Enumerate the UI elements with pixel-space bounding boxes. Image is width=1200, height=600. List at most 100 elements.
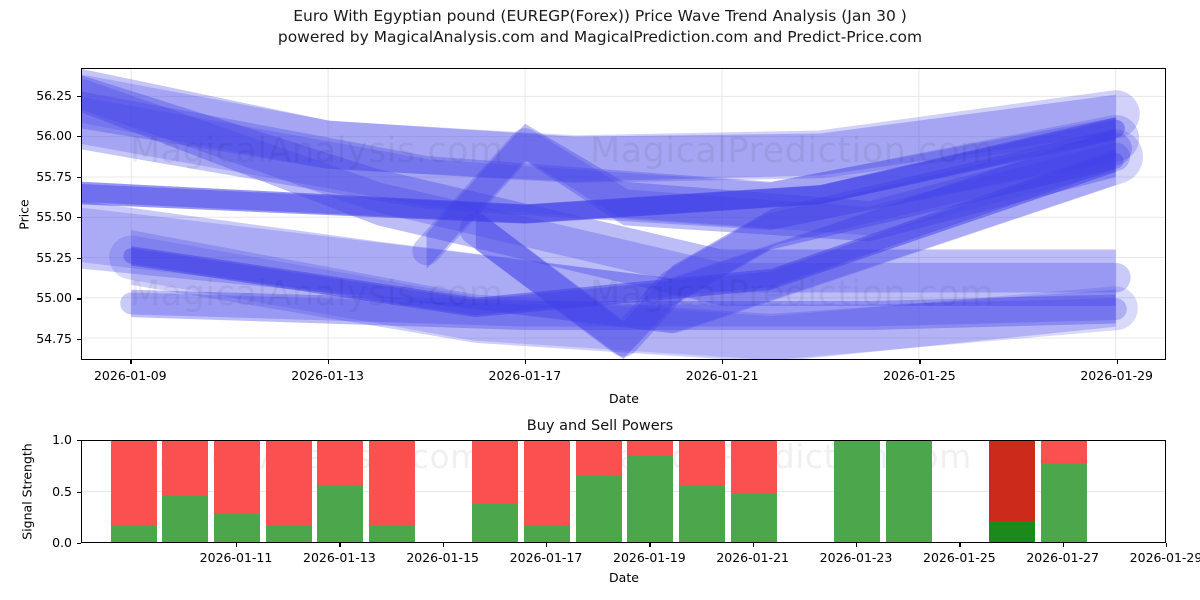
power-bar[interactable] [369, 441, 415, 542]
price-y-tick-label: 55.00 [36, 290, 72, 306]
price-wave-svg [82, 69, 1165, 359]
power-x-tick-label: 2026-01-25 [923, 550, 996, 565]
sell-power-segment [265, 441, 312, 525]
power-bar[interactable] [885, 441, 932, 542]
price-y-tick-mark [77, 136, 81, 138]
power-bar[interactable] [834, 441, 880, 542]
power-bar[interactable] [317, 441, 364, 542]
buy-power-segment [265, 524, 312, 542]
buy-power-segment [317, 486, 364, 542]
price-y-tick-mark [77, 338, 81, 341]
sell-power-segment [524, 441, 570, 526]
power-bar[interactable] [989, 441, 1035, 542]
power-bar[interactable] [679, 441, 725, 542]
power-x-tick-mark [1062, 543, 1064, 547]
price-x-tick-mark [524, 360, 527, 364]
power-bar[interactable] [214, 441, 260, 542]
price-y-tick-label: 56.00 [36, 128, 72, 144]
sell-power-segment [989, 441, 1035, 521]
power-y-tick-mark [77, 543, 81, 545]
price-gridlines [82, 69, 1165, 359]
price-x-tick-label: 2026-01-25 [883, 368, 956, 383]
buy-power-segment [1040, 463, 1087, 542]
buy-power-segment [575, 475, 622, 542]
buy-power-segment [885, 441, 932, 542]
price-x-tick-mark [1116, 360, 1118, 364]
price-x-axis-label: Date [609, 391, 639, 406]
power-y-tick-mark [77, 491, 81, 493]
wave-band [82, 117, 1116, 224]
watermark-prediction-2: MagicalPrediction.com [590, 274, 995, 314]
power-x-tick-mark [339, 543, 341, 547]
power-y-tick-label: 0.0 [52, 535, 72, 550]
sell-power-segment [317, 441, 364, 487]
price-y-tick-label: 54.75 [36, 330, 72, 346]
power-x-tick-label: 2026-01-17 [509, 550, 583, 565]
power-x-tick-mark [546, 543, 548, 547]
page-title: Euro With Egyptian pound (EUREGP(Forex))… [0, 6, 1200, 48]
buy-power-segment [110, 525, 157, 542]
price-y-tick-label: 56.25 [36, 87, 72, 103]
wave-centerline [82, 74, 1140, 184]
buy-power-segment [834, 441, 880, 542]
wave-centerline [120, 292, 1127, 327]
price-y-tick-label: 55.50 [36, 209, 72, 225]
buy-power-segment [369, 524, 415, 542]
wave-band [82, 75, 1116, 306]
power-x-tick-label: 2026-01-19 [613, 550, 686, 565]
buy-power-segment [162, 495, 209, 542]
sell-power-segment [214, 441, 260, 514]
power-bar[interactable] [162, 441, 209, 542]
power-bar[interactable] [110, 441, 157, 542]
watermark-analysis-1: MagicalAnalysis.com [130, 131, 504, 171]
sell-power-segment [369, 441, 415, 525]
sell-power-segment [627, 441, 674, 457]
power-chart-title: Buy and Sell Powers [526, 418, 674, 434]
price-y-tick-label: 55.75 [36, 168, 72, 184]
power-bar[interactable] [730, 441, 777, 542]
power-bar[interactable] [524, 441, 570, 542]
price-x-tick-label: 2026-01-13 [291, 368, 364, 383]
price-x-tick-mark [919, 360, 921, 364]
wave-band [82, 69, 1116, 182]
power-x-tick-mark [1166, 543, 1168, 547]
price-x-tick-mark [327, 360, 329, 364]
watermark-analysis-2: MagicalAnalysis.com [130, 274, 504, 314]
power-x-tick-mark [236, 543, 238, 547]
power-x-tick-label: 2026-01-23 [819, 550, 893, 565]
power-bar[interactable] [472, 441, 519, 542]
price-y-tick-mark [77, 298, 81, 300]
price-y-tick-mark [77, 95, 81, 97]
power-gridlines-svg [82, 491, 1165, 492]
buy-power-segment [524, 525, 570, 542]
power-y-tick-mark [77, 440, 81, 442]
buy-power-segment [627, 456, 674, 542]
power-bar[interactable] [627, 441, 674, 542]
power-bar[interactable] [265, 441, 312, 542]
price-y-tick-mark [77, 176, 81, 178]
sell-power-segment [575, 441, 622, 476]
wave-band [131, 289, 1116, 330]
power-x-tick-mark [856, 543, 858, 547]
power-x-axis-label: Date [609, 570, 639, 585]
power-x-tick-mark [959, 543, 961, 547]
wave-centerline [82, 119, 1125, 224]
power-bar[interactable] [1040, 441, 1087, 542]
power-x-tick-mark [649, 543, 651, 547]
price-x-tick-label: 2026-01-29 [1080, 368, 1153, 383]
power-x-tick-label: 2026-01-11 [199, 550, 273, 565]
sell-power-segment [730, 441, 777, 493]
power-bar[interactable] [575, 441, 622, 542]
bars-container [82, 441, 1165, 542]
buy-sell-powers-chart: MagicalAnalysis.com MagicalPrediction.co… [81, 440, 1166, 543]
price-wave-bands [82, 69, 1143, 359]
title-line-2: powered by MagicalAnalysis.com and Magic… [277, 28, 923, 46]
power-x-tick-label: 2026-01-21 [716, 550, 789, 565]
price-x-tick-label: 2026-01-21 [685, 368, 759, 383]
wave-band [131, 149, 1116, 318]
price-wave-chart: MagicalAnalysis.com MagicalPrediction.co… [81, 68, 1166, 360]
sell-power-segment [1040, 441, 1087, 464]
price-x-tick-mark [722, 360, 724, 364]
wave-band [475, 128, 1116, 359]
power-x-tick-mark [752, 543, 754, 547]
